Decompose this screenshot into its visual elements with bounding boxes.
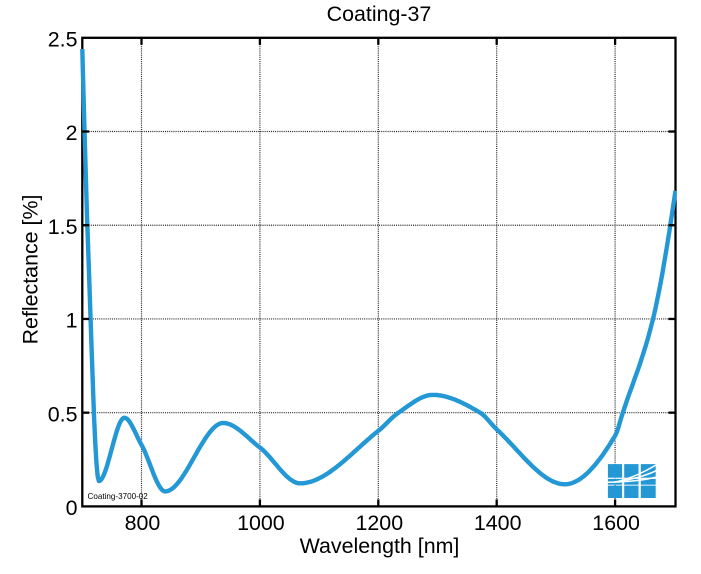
svg-text:2: 2 [66, 121, 78, 145]
svg-text:2.5: 2.5 [48, 27, 78, 51]
svg-text:0: 0 [66, 496, 78, 520]
svg-text:1000: 1000 [237, 511, 285, 535]
svg-text:Coating-3700-02: Coating-3700-02 [88, 492, 149, 501]
svg-text:800: 800 [125, 511, 161, 535]
svg-text:Wavelength [nm]: Wavelength [nm] [300, 534, 460, 558]
svg-text:1600: 1600 [592, 511, 640, 535]
svg-text:Coating-37: Coating-37 [327, 2, 432, 26]
svg-text:1: 1 [66, 309, 78, 333]
svg-text:1.5: 1.5 [48, 215, 78, 239]
svg-text:0.5: 0.5 [48, 402, 78, 426]
svg-text:Reflectance [%]: Reflectance [%] [19, 195, 43, 345]
svg-text:1200: 1200 [356, 511, 404, 535]
svg-text:1400: 1400 [474, 511, 522, 535]
